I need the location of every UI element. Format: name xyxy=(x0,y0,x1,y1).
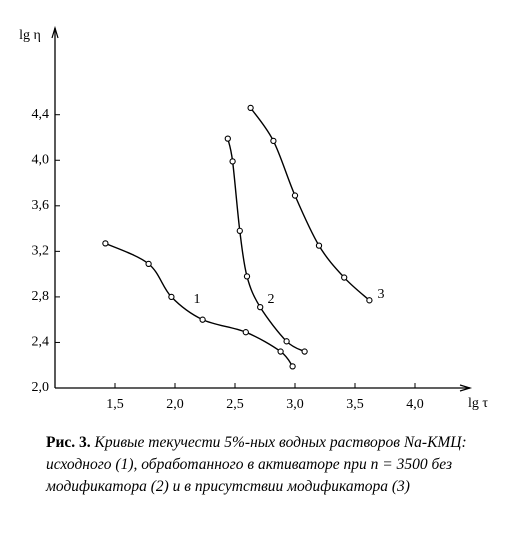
data-point xyxy=(289,363,296,370)
caption-text: Кривые текучести 5%-ных водных растворов… xyxy=(46,434,467,495)
data-point xyxy=(247,104,254,112)
data-point xyxy=(224,135,231,142)
series-label: 3 xyxy=(378,287,385,302)
data-point xyxy=(270,137,277,145)
y-tick-label: 2,8 xyxy=(32,289,50,304)
data-point xyxy=(199,316,206,323)
data-point xyxy=(283,338,290,345)
series-label: 2 xyxy=(268,292,275,307)
caption: Рис. 3. Кривые текучести 5%-ных водных р… xyxy=(46,432,498,498)
x-tick-label: 3,5 xyxy=(346,397,364,412)
data-point xyxy=(301,348,308,355)
data-point xyxy=(366,297,373,304)
data-point xyxy=(102,240,109,247)
data-point xyxy=(257,304,264,311)
curve xyxy=(227,138,305,353)
x-tick-label: 4,0 xyxy=(406,397,424,412)
data-point xyxy=(229,158,236,165)
x-tick-label: 2,0 xyxy=(166,397,184,412)
data-point xyxy=(168,293,175,301)
x-tick-label: 2,5 xyxy=(226,397,244,412)
y-tick-label: 4,4 xyxy=(32,107,50,122)
data-point xyxy=(291,192,299,199)
x-tick-label: 1,5 xyxy=(106,397,124,412)
y-tick-label: 3,6 xyxy=(32,198,50,213)
y-tick-label: 2,4 xyxy=(32,335,50,350)
x-tick-label: 3,0 xyxy=(286,397,304,412)
y-tick-label: 3,2 xyxy=(32,244,50,259)
data-point xyxy=(236,227,243,235)
data-point xyxy=(145,260,152,268)
x-axis-label: lg τ xyxy=(468,396,488,411)
x-axis-arrow xyxy=(459,384,473,392)
chart: lg η lg τ 2,0 2,4 2,8 3,2 3,6 4,0 4,4 1,5 2,0 2,5… xyxy=(19,25,488,412)
data-point xyxy=(277,348,284,355)
curve xyxy=(250,107,370,301)
y-axis-arrow xyxy=(51,25,59,39)
data-point xyxy=(242,329,249,336)
data-point xyxy=(341,274,348,281)
y-tick-label: 4,0 xyxy=(32,152,50,167)
data-point xyxy=(243,273,251,280)
data-point xyxy=(315,242,323,249)
series-label: 1 xyxy=(194,292,201,307)
y-axis-label: lg η xyxy=(19,28,41,43)
caption-label: Рис. 3. xyxy=(46,434,91,451)
y-tick-label: 2,0 xyxy=(32,380,50,395)
